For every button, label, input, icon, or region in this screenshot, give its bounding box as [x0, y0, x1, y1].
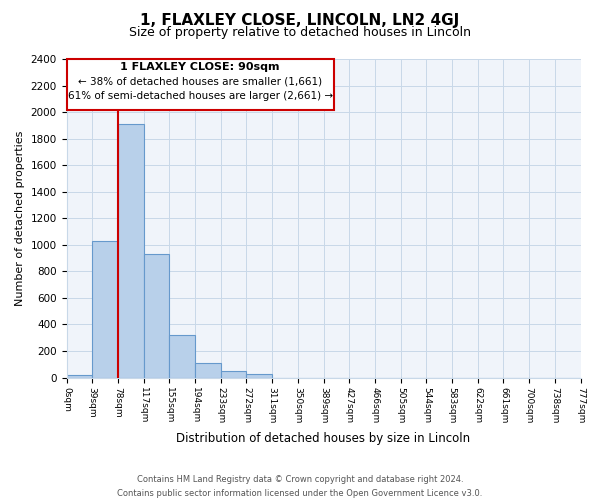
Bar [143, 254, 169, 378]
Bar [118, 124, 143, 378]
Bar [247, 374, 272, 378]
Text: 1, FLAXLEY CLOSE, LINCOLN, LN2 4GJ: 1, FLAXLEY CLOSE, LINCOLN, LN2 4GJ [140, 12, 460, 28]
Y-axis label: Number of detached properties: Number of detached properties [15, 130, 25, 306]
Bar [195, 363, 221, 378]
Text: ← 38% of detached houses are smaller (1,661): ← 38% of detached houses are smaller (1,… [78, 76, 322, 86]
Text: 61% of semi-detached houses are larger (2,661) →: 61% of semi-detached houses are larger (… [68, 92, 333, 102]
Bar [169, 335, 195, 378]
Bar [92, 241, 118, 378]
X-axis label: Distribution of detached houses by size in Lincoln: Distribution of detached houses by size … [176, 432, 470, 445]
FancyBboxPatch shape [67, 59, 334, 110]
Bar [67, 375, 92, 378]
Text: Size of property relative to detached houses in Lincoln: Size of property relative to detached ho… [129, 26, 471, 39]
Bar [221, 371, 247, 378]
Text: 1 FLAXLEY CLOSE: 90sqm: 1 FLAXLEY CLOSE: 90sqm [121, 62, 280, 72]
Text: Contains HM Land Registry data © Crown copyright and database right 2024.
Contai: Contains HM Land Registry data © Crown c… [118, 476, 482, 498]
